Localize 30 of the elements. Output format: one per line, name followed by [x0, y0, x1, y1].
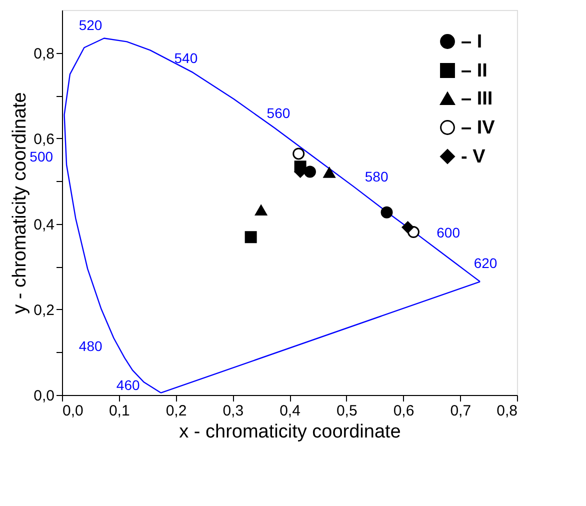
y-tick-label: 0,2	[34, 302, 54, 319]
x-tick-label: 0,6	[393, 402, 414, 420]
legend-label: – II	[461, 60, 488, 82]
y-tick-label: 0,4	[34, 216, 54, 234]
x-tick-label: 0,4	[280, 402, 300, 420]
annotation: 540	[174, 50, 198, 66]
y-tick-label: 0,6	[34, 130, 54, 148]
annotation: 620	[474, 255, 498, 272]
x-tick-label: 0,3	[222, 402, 244, 420]
annotation: 520	[78, 16, 102, 33]
y-tick-label: 0,8	[34, 45, 54, 62]
x-tick-label: 0,1	[108, 402, 130, 420]
legend-label: – IV	[461, 118, 496, 138]
annotation: 580	[364, 168, 388, 185]
x-tick-label: 0,0	[62, 402, 84, 420]
annotation: 560	[266, 104, 290, 121]
x-tick-label: 0,7	[450, 402, 472, 420]
annotation: 480	[78, 338, 102, 354]
legend-label: – III	[461, 88, 493, 110]
legend-label: – I	[461, 32, 482, 52]
x-tick-label: 0,5	[336, 402, 358, 420]
annotation: 500	[30, 148, 54, 164]
y-tick-label: 0,0	[34, 388, 54, 404]
annotation: 460	[116, 377, 140, 393]
annotation: 600	[436, 224, 460, 240]
x-tick-label: 0,8	[496, 402, 518, 420]
y-axis-title: y - chromaticity coordinate	[10, 92, 31, 314]
x-axis-title: x - chromaticity coordinate	[179, 422, 401, 442]
legend-label: - V	[461, 146, 486, 168]
x-tick-label: 0,2	[166, 402, 187, 420]
